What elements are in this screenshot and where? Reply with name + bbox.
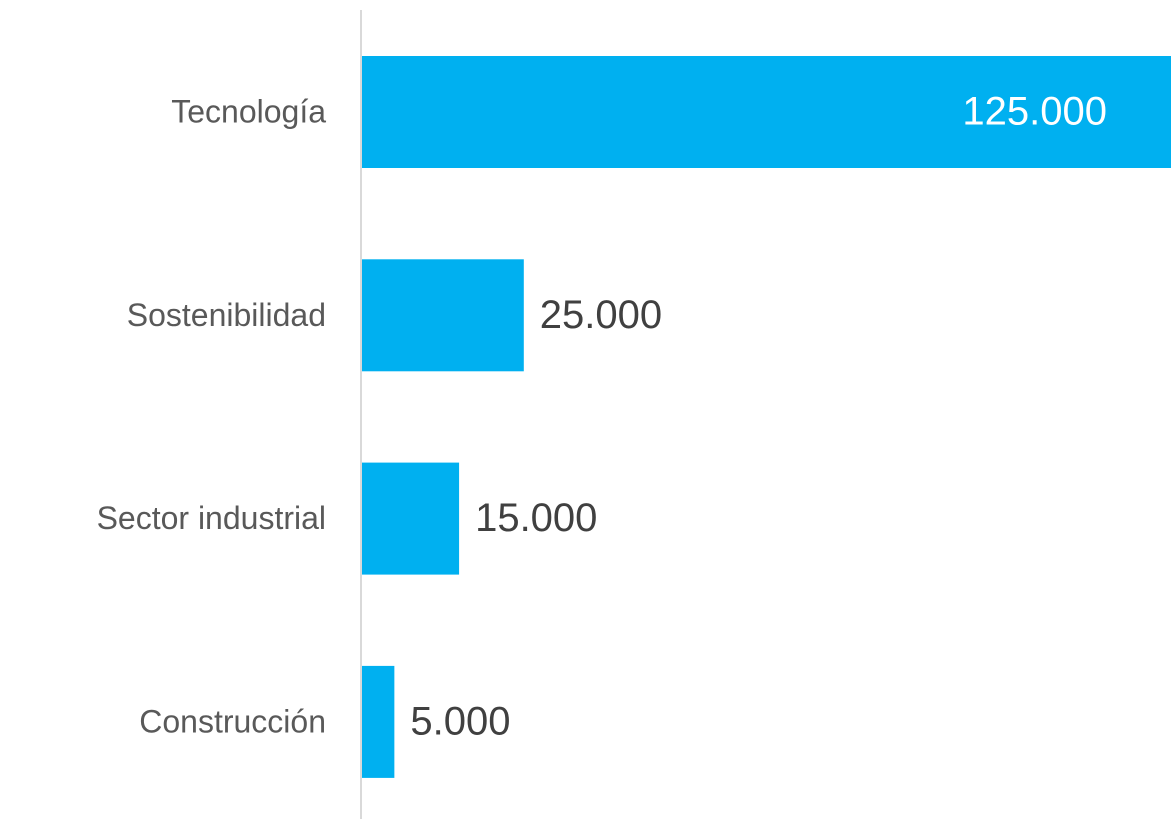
value-label: 125.000 — [962, 90, 1107, 134]
bar — [362, 665, 395, 778]
bar — [362, 462, 460, 575]
bar — [362, 56, 1171, 168]
value-label: 5.000 — [410, 699, 510, 743]
y-tick-label: Sector industrial — [97, 500, 326, 536]
value-label: 15.000 — [475, 496, 597, 540]
y-tick-label: Tecnología — [171, 93, 326, 129]
bar — [362, 259, 524, 372]
y-tick-label: Construcción — [139, 703, 326, 739]
y-tick-label: Sostenibilidad — [127, 297, 326, 333]
value-label: 25.000 — [540, 293, 662, 337]
